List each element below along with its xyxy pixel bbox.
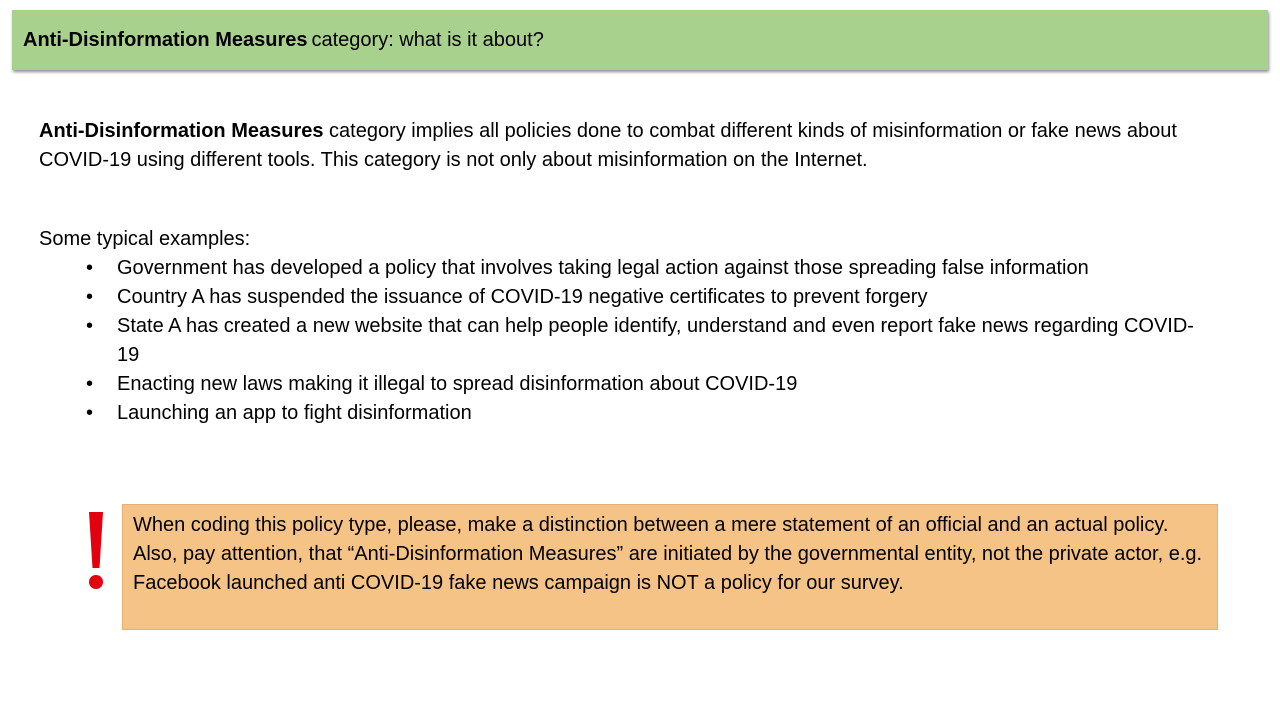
list-item-text: Government has developed a policy that i… (117, 257, 1089, 279)
bullet: • (86, 402, 94, 424)
list-item: • Enacting new laws making it illegal to … (39, 370, 1199, 399)
list-item: • State A has created a new website that … (39, 312, 1199, 370)
list-item-text: Launching an app to fight disinformation (117, 402, 472, 424)
note-box: When coding this policy type, please, ma… (122, 504, 1218, 630)
list-item: • Government has developed a policy that … (39, 254, 1199, 283)
list-item-text: State A has created a new website that c… (117, 315, 1194, 366)
list-item-text: Country A has suspended the issuance of … (117, 286, 928, 308)
list-item: • Country A has suspended the issuance of… (39, 283, 1199, 312)
intro-paragraph: Anti-Disinformation Measures category im… (39, 117, 1249, 175)
exclamation-icon (89, 512, 103, 589)
note-text: When coding this policy type, please, ma… (133, 514, 1203, 594)
list-item-text: Enacting new laws making it illegal to s… (117, 373, 798, 395)
title-bold: Anti-Disinformation Measures (23, 28, 308, 51)
list-item: • Launching an app to fight disinformatio… (39, 399, 1199, 428)
examples-list: • Government has developed a policy that … (39, 254, 1199, 428)
title-bar: Anti-Disinformation Measures category: w… (12, 10, 1268, 70)
intro-bold: Anti-Disinformation Measures (39, 120, 324, 142)
bullet: • (86, 373, 94, 395)
bullet: • (86, 257, 94, 279)
bullet: • (86, 286, 94, 308)
title-rest: category: what is it about? (311, 28, 544, 51)
intro-text: category implies all policies done to co… (39, 120, 1177, 171)
bullet: • (86, 315, 94, 337)
examples-heading: Some typical examples: (39, 228, 251, 250)
